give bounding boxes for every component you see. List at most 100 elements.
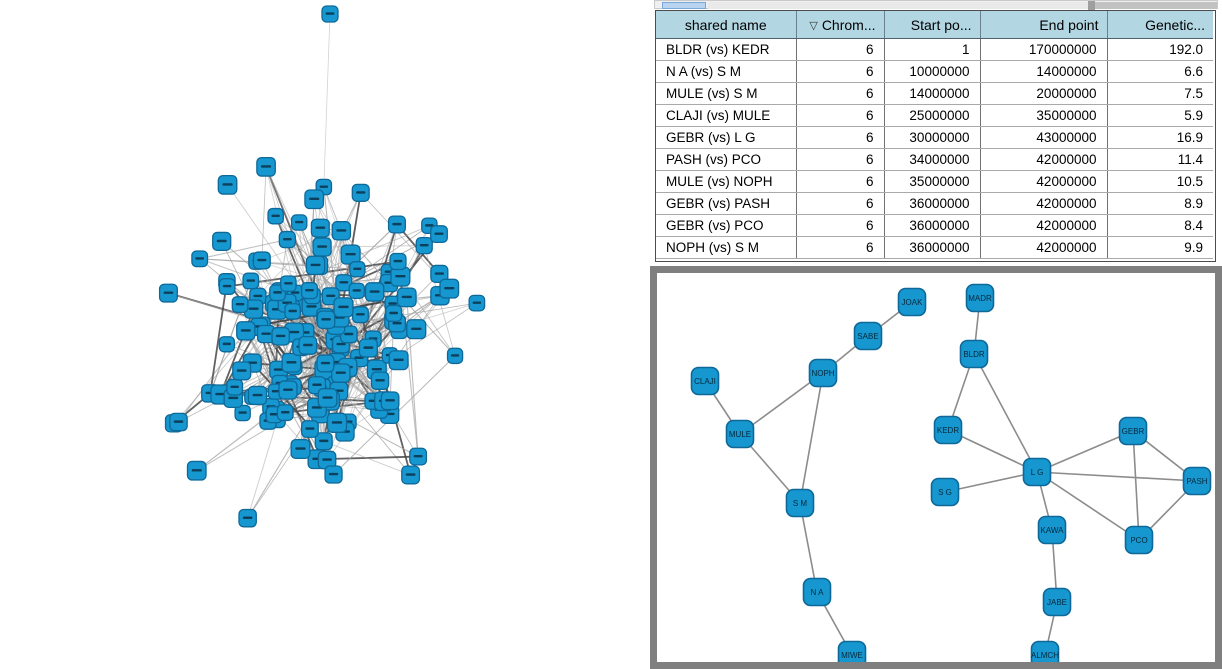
horizontal-scrollbar[interactable] <box>654 0 1218 10</box>
network-node[interactable] <box>385 304 403 322</box>
table-cell[interactable]: GEBR (vs) PCO <box>656 214 797 237</box>
network-node[interactable] <box>364 282 385 302</box>
network-node[interactable] <box>298 335 318 355</box>
table-cell[interactable]: 6 <box>796 126 885 149</box>
table-cell[interactable]: GEBR (vs) L G <box>656 126 797 149</box>
network-node[interactable] <box>316 354 335 373</box>
network-edge[interactable] <box>947 429 1038 473</box>
network-node[interactable] <box>300 282 319 300</box>
network-node[interactable] <box>301 420 319 438</box>
table-cell[interactable]: 42000000 <box>980 192 1108 215</box>
table-row[interactable]: GEBR (vs) PCO 6 36000000 42000000 8.4 <box>656 214 1213 237</box>
table-cell[interactable]: 36000000 <box>884 236 981 259</box>
network-node[interactable] <box>324 465 343 484</box>
table-cell[interactable]: 170000000 <box>980 38 1108 61</box>
table-cell[interactable]: 42000000 <box>980 170 1108 193</box>
network-node-n-a[interactable]: N A <box>802 577 832 607</box>
network-node[interactable] <box>316 310 336 330</box>
table-cell[interactable]: 6 <box>796 82 885 105</box>
network-node[interactable] <box>305 255 326 276</box>
table-row[interactable]: MULE (vs) S M 6 14000000 20000000 7.5 <box>656 82 1213 105</box>
network-node[interactable] <box>238 508 257 528</box>
column-header-chrom[interactable]: ▽ Chrom... <box>796 11 885 39</box>
network-node[interactable] <box>331 221 352 241</box>
network-node[interactable] <box>218 336 236 353</box>
table-row[interactable]: MULE (vs) NOPH 6 35000000 42000000 10.5 <box>656 170 1213 193</box>
network-edge[interactable] <box>1036 430 1134 473</box>
table-cell[interactable]: 14000000 <box>884 82 981 105</box>
network-node[interactable] <box>415 236 433 255</box>
overview-network-canvas[interactable] <box>0 0 650 669</box>
table-row[interactable]: N A (vs) S M 6 10000000 14000000 6.6 <box>656 60 1213 83</box>
table-cell[interactable]: 43000000 <box>980 126 1108 149</box>
network-node[interactable] <box>380 391 400 411</box>
network-node[interactable] <box>348 282 365 300</box>
network-node-mule[interactable]: MULE <box>725 419 755 449</box>
network-node[interactable] <box>242 272 260 290</box>
table-cell[interactable]: 8.4 <box>1107 214 1213 237</box>
table-cell[interactable]: 9.9 <box>1107 236 1213 259</box>
network-node[interactable] <box>314 432 333 451</box>
network-node[interactable] <box>331 363 351 383</box>
network-node[interactable] <box>326 412 348 433</box>
network-node-pash[interactable]: PASH <box>1182 466 1212 496</box>
network-node[interactable] <box>276 404 294 422</box>
table-cell[interactable]: 6.6 <box>1107 60 1213 83</box>
table-cell[interactable]: NOPH (vs) S M <box>656 236 797 259</box>
network-node-bldr[interactable]: BLDR <box>959 339 989 369</box>
table-row[interactable]: GEBR (vs) L G 6 30000000 43000000 16.9 <box>656 126 1213 149</box>
network-edge[interactable] <box>973 353 1038 473</box>
network-node[interactable] <box>186 460 207 481</box>
column-header-end-point[interactable]: End point <box>980 11 1108 39</box>
table-row[interactable]: PASH (vs) PCO 6 34000000 42000000 11.4 <box>656 148 1213 171</box>
network-edge[interactable] <box>1132 430 1140 541</box>
table-cell[interactable]: 34000000 <box>884 148 981 171</box>
network-node[interactable] <box>430 225 448 244</box>
table-cell[interactable]: 6 <box>796 170 885 193</box>
scrollbar-segment[interactable] <box>662 2 706 9</box>
network-node-noph[interactable]: NOPH <box>808 358 838 388</box>
table-cell[interactable]: 30000000 <box>884 126 981 149</box>
network-node[interactable] <box>191 250 209 268</box>
table-cell[interactable]: 35000000 <box>980 104 1108 127</box>
network-node-almch[interactable]: ALMCH <box>1030 640 1060 663</box>
scrollbar-track[interactable] <box>708 2 1088 9</box>
table-cell[interactable]: 6 <box>796 38 885 61</box>
network-node[interactable] <box>317 388 338 408</box>
network-node-kawa[interactable]: KAWA <box>1037 515 1067 545</box>
table-cell[interactable]: 14000000 <box>980 60 1108 83</box>
network-edge[interactable] <box>1036 471 1140 541</box>
network-node[interactable] <box>252 251 271 270</box>
network-node[interactable] <box>158 283 178 303</box>
table-cell[interactable]: BLDR (vs) KEDR <box>656 38 797 61</box>
network-node[interactable] <box>284 303 301 320</box>
network-node[interactable] <box>247 385 268 406</box>
network-node-sabe[interactable]: SABE <box>853 321 883 351</box>
table-cell[interactable]: MULE (vs) NOPH <box>656 170 797 193</box>
network-node-s-m[interactable]: S M <box>785 488 815 518</box>
network-node[interactable] <box>389 252 407 271</box>
network-node[interactable] <box>226 378 244 396</box>
network-edge[interactable] <box>799 502 818 593</box>
network-node[interactable] <box>321 5 339 23</box>
table-cell[interactable]: 36000000 <box>884 214 981 237</box>
network-node[interactable] <box>335 274 353 292</box>
network-node[interactable] <box>234 404 251 422</box>
table-cell[interactable]: 10000000 <box>884 60 981 83</box>
network-node[interactable] <box>446 347 464 365</box>
detail-network-canvas[interactable]: JOAK MADR SABE NOPH BLDR CLAJI MULE KEDR GEBR L G… <box>657 273 1215 662</box>
network-node[interactable] <box>333 297 354 318</box>
network-edge[interactable] <box>1036 471 1198 482</box>
network-node[interactable] <box>280 275 297 292</box>
table-cell[interactable]: 6 <box>796 104 885 127</box>
table-cell[interactable]: N A (vs) S M <box>656 60 797 83</box>
table-row[interactable]: CLAJI (vs) MULE 6 25000000 35000000 5.9 <box>656 104 1213 127</box>
table-cell[interactable]: 25000000 <box>884 104 981 127</box>
network-node[interactable] <box>312 237 332 257</box>
network-node[interactable] <box>218 278 236 295</box>
network-node-pco[interactable]: PCO <box>1124 525 1154 555</box>
network-node-madr[interactable]: MADR <box>965 283 995 313</box>
network-node[interactable] <box>351 306 369 324</box>
network-node[interactable] <box>388 350 409 371</box>
column-header-shared-name[interactable]: shared name <box>656 11 797 39</box>
